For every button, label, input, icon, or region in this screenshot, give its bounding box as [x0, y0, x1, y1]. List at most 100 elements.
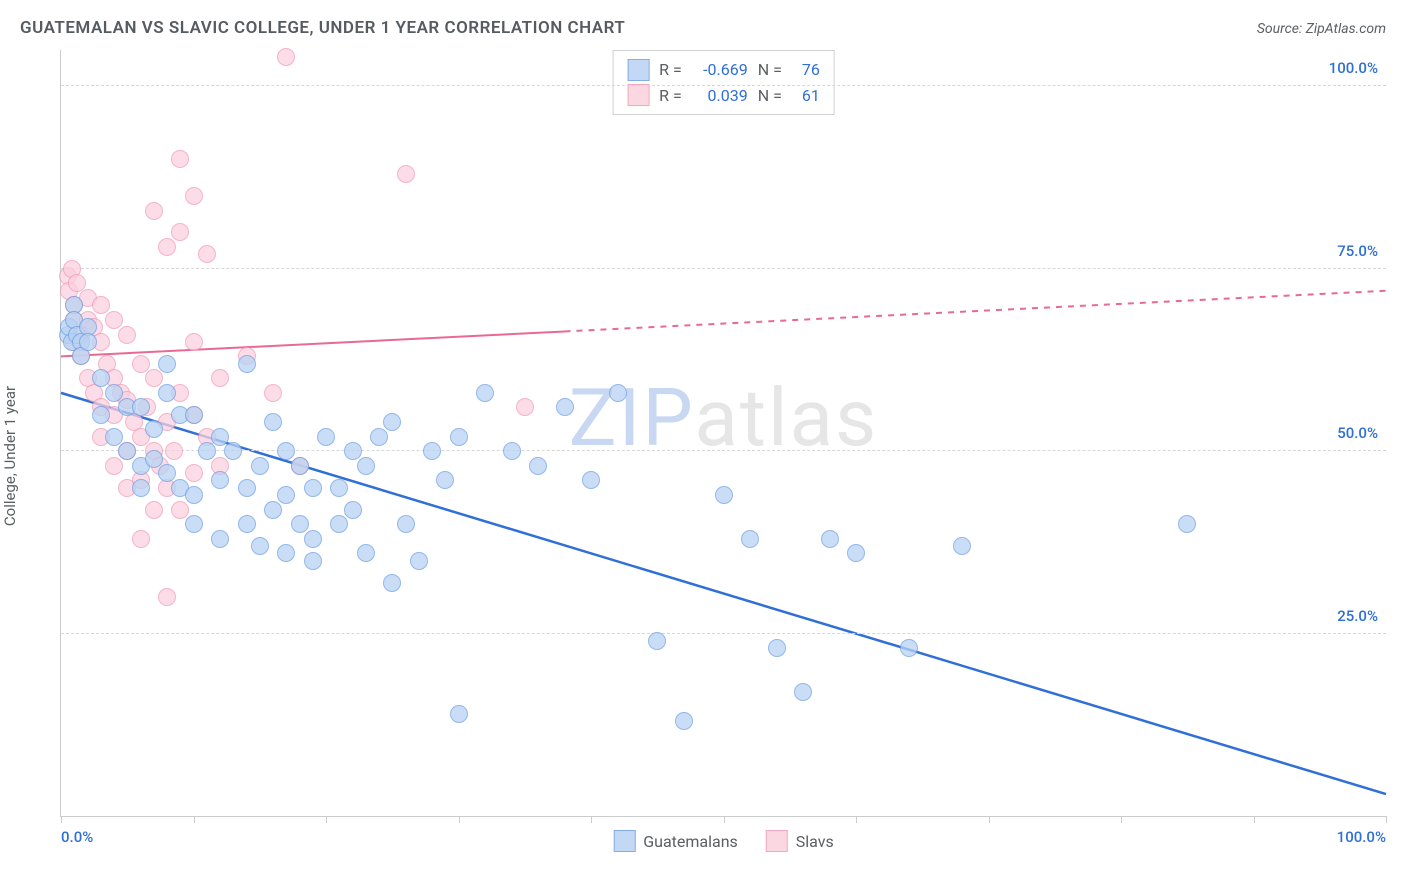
legend-swatch-pink	[766, 830, 788, 852]
legend-label-guatemalans: Guatemalans	[643, 832, 738, 851]
legend-item-slavs: Slavs	[766, 830, 834, 852]
data-point-guatemalans	[238, 479, 256, 497]
data-point-slavs	[132, 530, 150, 548]
data-point-guatemalans	[450, 705, 468, 723]
data-point-guatemalans	[529, 457, 547, 475]
data-point-guatemalans	[397, 515, 415, 533]
data-point-guatemalans	[264, 413, 282, 431]
r-label: R =	[659, 57, 682, 83]
data-point-slavs	[397, 165, 415, 183]
y-tick-label: 100.0%	[1329, 59, 1378, 77]
data-point-guatemalans	[238, 355, 256, 373]
data-point-guatemalans	[291, 515, 309, 533]
data-point-slavs	[145, 202, 163, 220]
swatch-pink	[627, 84, 649, 106]
stats-legend: R = -0.669 N = 76 R = 0.039 N = 61	[612, 50, 835, 115]
data-point-guatemalans	[436, 471, 454, 489]
stats-row-blue: R = -0.669 N = 76	[627, 57, 820, 83]
data-point-slavs	[185, 464, 203, 482]
legend-item-guatemalans: Guatemalans	[613, 830, 738, 852]
data-point-slavs	[118, 326, 136, 344]
y-axis-label: College, Under 1 year	[1, 386, 19, 526]
data-point-guatemalans	[357, 544, 375, 562]
data-point-slavs	[185, 333, 203, 351]
data-point-guatemalans	[79, 333, 97, 351]
data-point-guatemalans	[609, 384, 627, 402]
data-point-guatemalans	[821, 530, 839, 548]
data-point-guatemalans	[794, 683, 812, 701]
data-point-guatemalans	[344, 501, 362, 519]
data-point-guatemalans	[582, 471, 600, 489]
data-point-guatemalans	[953, 537, 971, 555]
data-point-guatemalans	[224, 442, 242, 460]
data-point-guatemalans	[1178, 515, 1196, 533]
x-tick	[989, 816, 990, 823]
data-point-guatemalans	[251, 537, 269, 555]
data-point-guatemalans	[132, 479, 150, 497]
data-point-guatemalans	[277, 442, 295, 460]
data-point-guatemalans	[330, 515, 348, 533]
data-point-guatemalans	[383, 574, 401, 592]
data-point-slavs	[277, 48, 295, 66]
x-tick-label: 0.0%	[61, 828, 93, 846]
n-value-blue: 76	[792, 57, 820, 83]
data-point-slavs	[185, 187, 203, 205]
data-point-guatemalans	[211, 530, 229, 548]
data-point-guatemalans	[211, 428, 229, 446]
data-point-slavs	[105, 457, 123, 475]
data-point-guatemalans	[304, 479, 322, 497]
data-point-guatemalans	[410, 552, 428, 570]
data-point-guatemalans	[317, 428, 335, 446]
chart-container: College, Under 1 year ZIPatlas R = -0.66…	[20, 50, 1386, 862]
x-tick	[591, 816, 592, 823]
x-tick	[724, 816, 725, 823]
x-tick	[326, 816, 327, 823]
data-point-slavs	[165, 442, 183, 460]
gridline	[61, 450, 1386, 451]
data-point-guatemalans	[304, 530, 322, 548]
data-point-guatemalans	[92, 369, 110, 387]
plot-area: ZIPatlas R = -0.669 N = 76 R = 0.039 N =…	[60, 50, 1386, 817]
data-point-guatemalans	[741, 530, 759, 548]
data-point-slavs	[264, 384, 282, 402]
data-point-guatemalans	[92, 406, 110, 424]
data-point-guatemalans	[145, 450, 163, 468]
data-point-guatemalans	[185, 515, 203, 533]
y-tick-label: 50.0%	[1337, 424, 1378, 442]
data-point-guatemalans	[330, 479, 348, 497]
n-label: N =	[758, 57, 782, 83]
data-point-guatemalans	[105, 428, 123, 446]
data-point-guatemalans	[370, 428, 388, 446]
data-point-guatemalans	[423, 442, 441, 460]
data-point-slavs	[132, 355, 150, 373]
trend-lines-layer	[61, 50, 1386, 816]
data-point-slavs	[171, 223, 189, 241]
data-point-guatemalans	[768, 639, 786, 657]
data-point-guatemalans	[158, 464, 176, 482]
y-tick-label: 25.0%	[1337, 607, 1378, 625]
data-point-guatemalans	[158, 384, 176, 402]
data-point-slavs	[105, 311, 123, 329]
data-point-guatemalans	[476, 384, 494, 402]
x-tick	[1386, 816, 1387, 823]
data-point-slavs	[158, 238, 176, 256]
data-point-guatemalans	[211, 471, 229, 489]
data-point-slavs	[171, 150, 189, 168]
data-point-slavs	[145, 501, 163, 519]
data-point-guatemalans	[251, 457, 269, 475]
data-point-guatemalans	[450, 428, 468, 446]
legend-label-slavs: Slavs	[796, 832, 834, 851]
data-point-guatemalans	[648, 632, 666, 650]
data-point-guatemalans	[198, 442, 216, 460]
data-point-guatemalans	[675, 712, 693, 730]
x-tick	[1254, 816, 1255, 823]
x-tick	[856, 816, 857, 823]
source-attribution: Source: ZipAtlas.com	[1257, 21, 1386, 37]
trend-line	[61, 393, 1386, 794]
data-point-slavs	[211, 369, 229, 387]
trend-line	[565, 291, 1387, 332]
data-point-guatemalans	[238, 515, 256, 533]
series-legend: Guatemalans Slavs	[613, 830, 834, 852]
swatch-blue	[627, 59, 649, 81]
x-tick	[459, 816, 460, 823]
